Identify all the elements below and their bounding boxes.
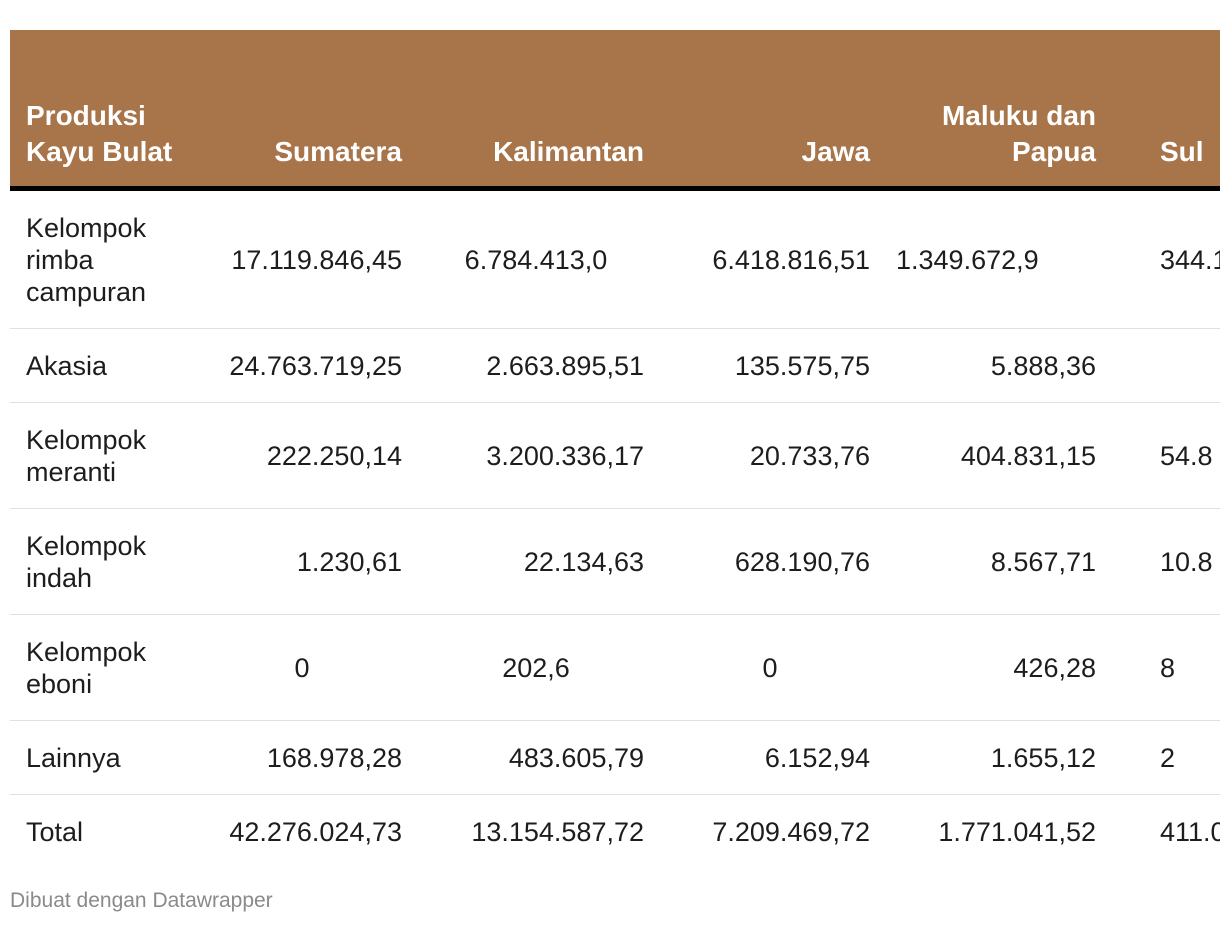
table-row-total: Total 42.276.024,73 13.154.587,72 7.209.… [10, 795, 1220, 869]
table-cell: 344.1 [1106, 188, 1220, 329]
table-cell: 3.200.336,17 [412, 402, 654, 509]
table-row: Kelompok eboni 0 202,6 0 426,28 8 [10, 614, 1220, 721]
table-cell: 222.250,14 [186, 402, 412, 509]
row-label: Kelompok meranti [10, 402, 186, 509]
table-cell: 0 [186, 614, 412, 721]
table-cell: 483.605,79 [412, 720, 654, 795]
table-cell: 411.0 [1160, 816, 1220, 847]
table-cell: 0 [654, 614, 880, 721]
table-cell: 8 [1106, 614, 1220, 721]
row-label: Total [26, 816, 84, 847]
row-label: Kelompok rimba campuran [10, 188, 186, 329]
table-cell: 6.418.816,51 [654, 188, 880, 329]
table-cell: 10.8 [1106, 508, 1220, 615]
table-row: Kelompok rimba campuran 17.119.846,45 6.… [10, 188, 1220, 329]
data-table-container: Produksi Kayu Bulat Sumatera Kalimantan … [10, 30, 1220, 868]
table-cell: 426,28 [880, 614, 1106, 721]
column-header[interactable]: Kalimantan [412, 30, 654, 191]
table-cell: 6.152,94 [654, 720, 880, 795]
table-cell: 168.978,28 [186, 720, 412, 795]
table-cell: 54.8 [1106, 402, 1220, 509]
table-cell [1106, 328, 1220, 403]
table-cell: 1.349.672,9 [880, 188, 1106, 329]
column-header[interactable]: Maluku dan Papua [880, 30, 1106, 191]
table-cell: 202,6 [412, 614, 654, 721]
table-cell: 2.663.895,51 [412, 328, 654, 403]
data-table: Produksi Kayu Bulat Sumatera Kalimantan … [10, 30, 1220, 868]
table-cell: 6.784.413,0 [412, 188, 654, 329]
column-header[interactable]: Produksi Kayu Bulat [10, 30, 186, 191]
table-cell: 20.733,76 [654, 402, 880, 509]
column-header[interactable]: Sul [1106, 30, 1220, 191]
table-cell: 8.567,71 [880, 508, 1106, 615]
table-header-row: Produksi Kayu Bulat Sumatera Kalimantan … [10, 30, 1220, 191]
table-row: Akasia 24.763.719,25 2.663.895,51 135.57… [10, 328, 1220, 403]
table-cell: 2 [1106, 720, 1220, 795]
table-row: Kelompok indah 1.230,61 22.134,63 628.19… [10, 508, 1220, 615]
table-cell: 13.154.587,72 [471, 816, 644, 847]
table-cell: 1.771.041,52 [938, 816, 1096, 847]
table-cell: 17.119.846,45 [186, 188, 412, 329]
table-cell: 42.276.024,73 [229, 816, 402, 847]
table-row: Kelompok meranti 222.250,14 3.200.336,17… [10, 402, 1220, 509]
row-label: Akasia [10, 328, 186, 403]
table-row: Lainnya 168.978,28 483.605,79 6.152,94 1… [10, 720, 1220, 795]
column-header[interactable]: Jawa [654, 30, 880, 191]
table-cell: 5.888,36 [880, 328, 1106, 403]
table-cell: 135.575,75 [654, 328, 880, 403]
table-cell: 24.763.719,25 [186, 328, 412, 403]
table-cell: 7.209.469,72 [712, 816, 870, 847]
table-cell: 628.190,76 [654, 508, 880, 615]
table-cell: 1.230,61 [186, 508, 412, 615]
footer-credit[interactable]: Dibuat dengan Datawrapper [10, 889, 273, 912]
row-label: Lainnya [10, 720, 186, 795]
row-label: Kelompok indah [10, 508, 186, 615]
column-header[interactable]: Sumatera [186, 30, 412, 191]
table-cell: 404.831,15 [880, 402, 1106, 509]
table-cell: 1.655,12 [880, 720, 1106, 795]
table-cell: 22.134,63 [412, 508, 654, 615]
row-label: Kelompok eboni [10, 614, 186, 721]
